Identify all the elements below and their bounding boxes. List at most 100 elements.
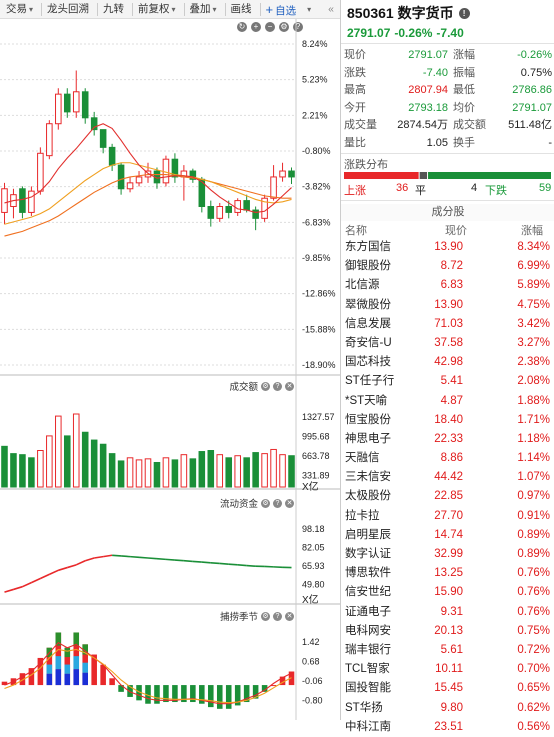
volume-bar bbox=[73, 414, 79, 487]
capital-segment bbox=[31, 579, 40, 583]
toolbar-overlay-dropdown[interactable]: 叠加 bbox=[187, 2, 220, 17]
stat-label: 量比 bbox=[344, 135, 366, 152]
stock-price: 71.03 bbox=[434, 315, 463, 334]
cycle-bar-overlay bbox=[73, 656, 79, 669]
volume-bar bbox=[127, 458, 133, 487]
stock-change: 0.62% bbox=[517, 699, 550, 718]
toolbar-nine-turn-button[interactable]: 九转 bbox=[100, 2, 127, 17]
toolbar-divider bbox=[41, 3, 42, 16]
help-icon[interactable]: ? bbox=[273, 382, 282, 391]
volume-bar bbox=[82, 432, 88, 487]
settings-icon[interactable]: ⚙ bbox=[261, 612, 270, 621]
cycle-axis-label: 0.68 bbox=[302, 657, 320, 667]
volume-bar bbox=[208, 451, 214, 488]
volume-bar bbox=[190, 459, 196, 487]
stat-label: 涨跌 bbox=[344, 65, 366, 82]
col-change[interactable]: 涨幅 bbox=[521, 222, 543, 238]
stat-value: 2807.94 bbox=[408, 82, 448, 99]
stock-change: 2.38% bbox=[517, 353, 550, 372]
stat-value: 0.75% bbox=[521, 65, 552, 82]
price-axis-label: 5.23% bbox=[302, 75, 328, 85]
candle-body bbox=[235, 201, 241, 213]
stock-price: 37.58 bbox=[434, 334, 463, 353]
close-icon[interactable]: ✕ bbox=[285, 612, 294, 621]
stock-price: 13.90 bbox=[434, 296, 463, 315]
toolbar-adjust-dropdown[interactable]: 前复权 bbox=[135, 2, 179, 17]
toolbar-trade-dropdown[interactable]: 交易 bbox=[3, 2, 36, 17]
close-icon[interactable]: ✕ bbox=[285, 382, 294, 391]
candle-body bbox=[56, 94, 62, 124]
watchlist-more-dropdown[interactable] bbox=[302, 2, 314, 17]
col-name[interactable]: 名称 bbox=[345, 222, 367, 238]
cycle-axis-label: -0.80 bbox=[302, 696, 323, 706]
col-price[interactable]: 现价 bbox=[445, 222, 467, 238]
stock-change: 0.89% bbox=[517, 545, 550, 564]
capital-segment bbox=[139, 557, 148, 558]
volume-title: 成交额 bbox=[229, 379, 258, 393]
settings-icon[interactable]: ⚙ bbox=[261, 499, 270, 508]
down-segment bbox=[428, 172, 551, 179]
stock-change: 0.91% bbox=[517, 507, 550, 526]
toolbar-divider bbox=[184, 3, 185, 16]
plus-icon: + bbox=[266, 2, 274, 17]
price-axis-label: -9.85% bbox=[302, 253, 331, 263]
stat-value: -0.26% bbox=[517, 47, 552, 64]
toolbar-divider bbox=[132, 3, 133, 16]
toolbar-draw-line-button[interactable]: 画线 bbox=[228, 2, 255, 17]
stat-value: 2791.07 bbox=[512, 100, 552, 117]
volume-bar bbox=[253, 453, 259, 487]
candle-body bbox=[29, 191, 35, 212]
toolbar-leader-review-button[interactable]: 龙头回溯 bbox=[44, 2, 92, 17]
divider bbox=[341, 200, 554, 201]
close-icon[interactable]: ✕ bbox=[285, 499, 294, 508]
volume-axis-label: 1327.57 bbox=[302, 412, 335, 422]
flat-label: 平 bbox=[415, 182, 426, 198]
capital-segment bbox=[202, 562, 211, 563]
collapse-chevron-icon[interactable]: « bbox=[325, 2, 337, 17]
add-watchlist-button[interactable]: +自选 bbox=[263, 2, 300, 17]
help-icon[interactable]: ? bbox=[273, 499, 282, 508]
capital-pane-title: 流动资金⚙?✕ bbox=[220, 496, 294, 510]
volume-bar bbox=[163, 458, 169, 487]
volume-bar bbox=[47, 436, 53, 487]
stock-price: 4.87 bbox=[441, 392, 463, 411]
candle-body bbox=[271, 177, 277, 198]
index-code: 850361 bbox=[347, 5, 394, 21]
help-icon[interactable]: ? bbox=[273, 612, 282, 621]
settings-icon[interactable]: ⚙ bbox=[261, 382, 270, 391]
stock-name: 瑞丰银行 bbox=[345, 641, 391, 660]
capital-segment bbox=[247, 566, 256, 567]
stock-price: 10.11 bbox=[435, 660, 463, 679]
stock-change: 8.34% bbox=[517, 238, 550, 257]
stock-price: 9.80 bbox=[441, 699, 463, 718]
stock-price: 32.99 bbox=[434, 545, 463, 564]
info-icon[interactable]: ! bbox=[459, 8, 470, 19]
